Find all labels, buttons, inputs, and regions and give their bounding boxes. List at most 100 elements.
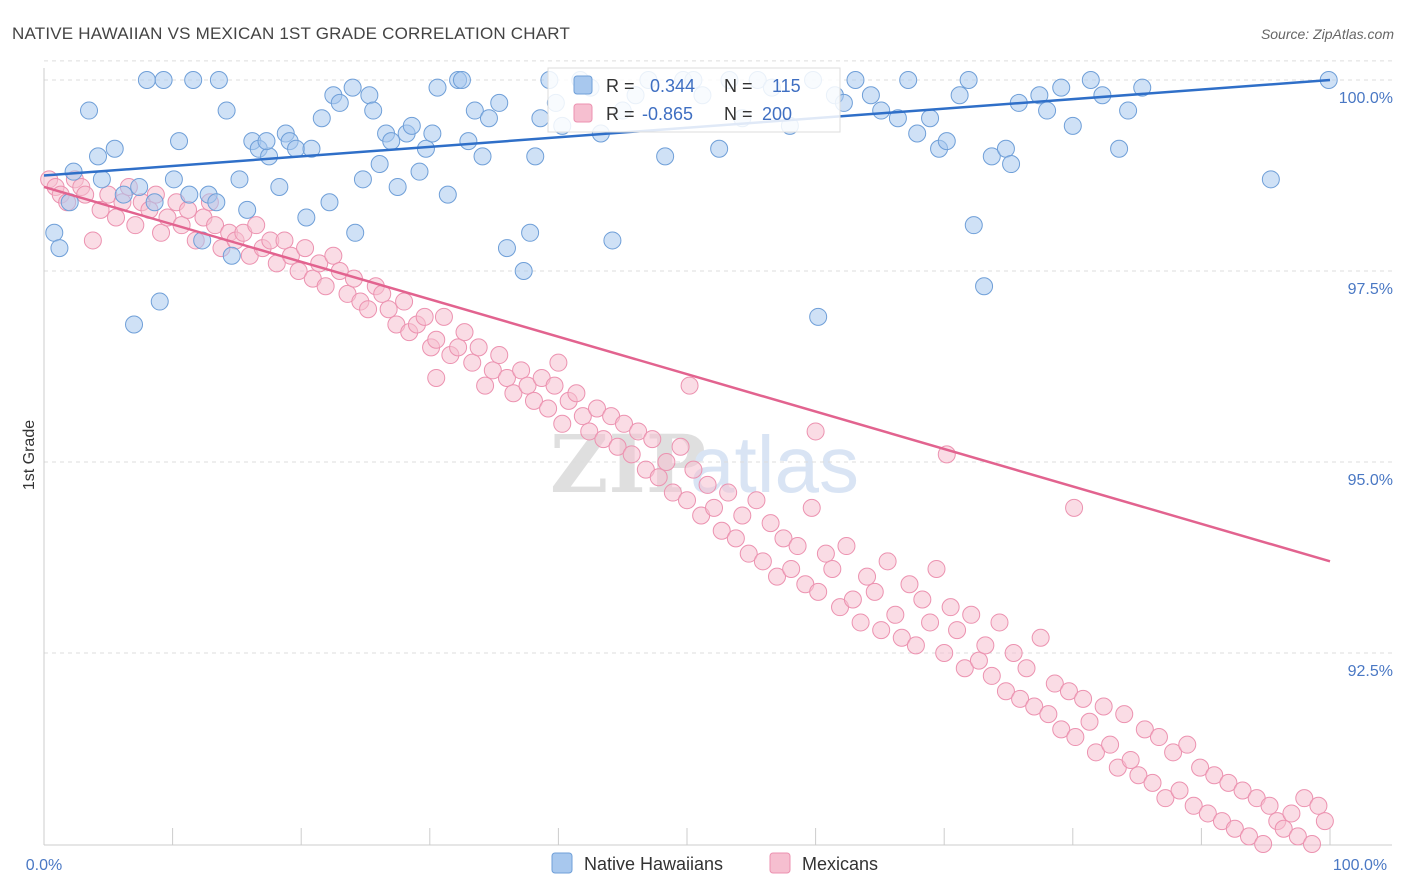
native-hawaiians-point [302, 139, 321, 158]
native-hawaiians-point [184, 71, 203, 89]
native-hawaiians-point [105, 139, 124, 158]
native-hawaiians-point [343, 78, 362, 97]
native-hawaiians-point [230, 170, 249, 189]
mexicans-point [1239, 827, 1258, 846]
mexicans-point [806, 422, 825, 441]
mexicans-point [83, 231, 102, 250]
native-hawaiians-point [473, 147, 492, 166]
mexicans-point [1184, 796, 1203, 815]
bottom-legend: Native Hawaiians Mexicans [551, 852, 878, 874]
native-hawaiians-point [364, 101, 383, 120]
mexicans-point [1017, 659, 1036, 678]
native-hawaiians-point [861, 86, 880, 105]
mexicans-point [1039, 705, 1058, 724]
mexicans-point [892, 628, 911, 647]
native-hawaiians-point [330, 93, 349, 112]
stats-r-value-pink: -0.865 [642, 104, 693, 124]
native-hawaiians-point [809, 307, 828, 326]
stats-n-label-blue: N = [724, 76, 753, 96]
mexicans-point [1225, 819, 1244, 838]
mexicans-point [1059, 682, 1078, 701]
mexicans-point [1074, 689, 1093, 708]
native-hawaiians-point [459, 132, 478, 151]
native-hawaiians-point [656, 147, 675, 166]
legend-swatch-native-hawaiians [551, 852, 573, 874]
mexicans-point [657, 453, 676, 471]
mexicans-point [469, 338, 488, 357]
mexicans-point [990, 613, 1009, 632]
mexicans-point [962, 605, 981, 624]
native-hawaiians-point [603, 231, 622, 250]
native-hawaiians-point [908, 124, 927, 143]
mexicans-point [858, 567, 877, 586]
mexicans-point [512, 361, 531, 380]
mexicans-point [359, 300, 378, 319]
mexicans-point [809, 582, 828, 601]
native-hawaiians-point [207, 193, 226, 212]
mexicans-point [324, 246, 343, 265]
native-hawaiians-point [353, 170, 372, 189]
mexicans-point [247, 216, 266, 235]
native-hawaiians-point [320, 193, 339, 212]
mexicans-point [823, 559, 842, 578]
native-hawaiians-point [1063, 116, 1082, 135]
mexicans-point [976, 636, 995, 655]
native-hawaiians-point [260, 147, 279, 166]
x-axis-ticks [43, 828, 1331, 845]
mexicans-point [608, 437, 627, 456]
native-hawaiians-point [975, 277, 994, 296]
native-hawaiians-point [257, 132, 276, 151]
mexicans-point [1205, 766, 1224, 785]
native-hawaiians-point [514, 262, 533, 280]
native-hawaiians-point [1038, 101, 1057, 120]
mexicans-point [872, 621, 891, 640]
native-hawaiians-point [410, 162, 429, 181]
mexicans-point [1170, 781, 1189, 800]
mexicans-point [768, 567, 787, 586]
native-hawaiians-point [1030, 86, 1049, 105]
mexicans-point [1080, 712, 1099, 731]
y-axis-tick-labels: 100.0% 97.5% 95.0% 92.5% [1339, 90, 1393, 680]
mexicans-point [843, 590, 862, 609]
native-hawaiians-point [1081, 71, 1100, 89]
native-hawaiians-point [209, 71, 228, 89]
native-hawaiians-point [1002, 155, 1021, 174]
mexicans-point [275, 231, 294, 250]
stats-swatch-pink [573, 103, 593, 123]
mexicans-point [1115, 705, 1134, 724]
native-hawaiians-point [497, 239, 516, 258]
mexicans-point [629, 422, 648, 441]
native-hawaiians-point [150, 292, 169, 311]
chart-title: NATIVE HAWAIIAN VS MEXICAN 1ST GRADE COR… [12, 24, 570, 43]
mexicans-point [1233, 781, 1252, 800]
legend-swatch-mexicans [769, 852, 791, 874]
mexicans-point [878, 552, 897, 571]
mexicans-point [1025, 697, 1044, 716]
mexicans-point [1094, 697, 1113, 716]
native-hawaiians-point [872, 101, 891, 120]
native-hawaiians-point [287, 139, 306, 158]
native-hawaiians-point [50, 239, 69, 258]
native-hawaiians-point [297, 208, 316, 227]
mexicans-point [1219, 773, 1238, 792]
native-hawaiians-point [402, 116, 421, 135]
native-hawaiians-point [145, 193, 164, 212]
native-hawaiians-point [312, 109, 331, 128]
mexicans-point [733, 506, 752, 525]
mexicans-point [524, 391, 543, 410]
mexicans-point [497, 368, 516, 387]
native-hawaiians-point [130, 177, 149, 196]
mexicans-point [774, 529, 793, 548]
mexicans-point [1295, 789, 1314, 808]
stats-legend: R = 0.344 N = 115 R = -0.865 N = 200 [547, 67, 841, 133]
mexicans-point [1011, 689, 1030, 708]
native-hawaiians-point [222, 246, 241, 265]
mexicans-point [1066, 728, 1085, 747]
mexicans-point [549, 353, 568, 372]
native-hawaiians-point [899, 71, 918, 89]
mexicans-point [684, 460, 703, 479]
native-hawaiians-point [45, 223, 64, 242]
mexicans-point [851, 613, 870, 632]
stats-n-value-pink: 200 [762, 104, 792, 124]
mexicans-point [594, 430, 613, 449]
